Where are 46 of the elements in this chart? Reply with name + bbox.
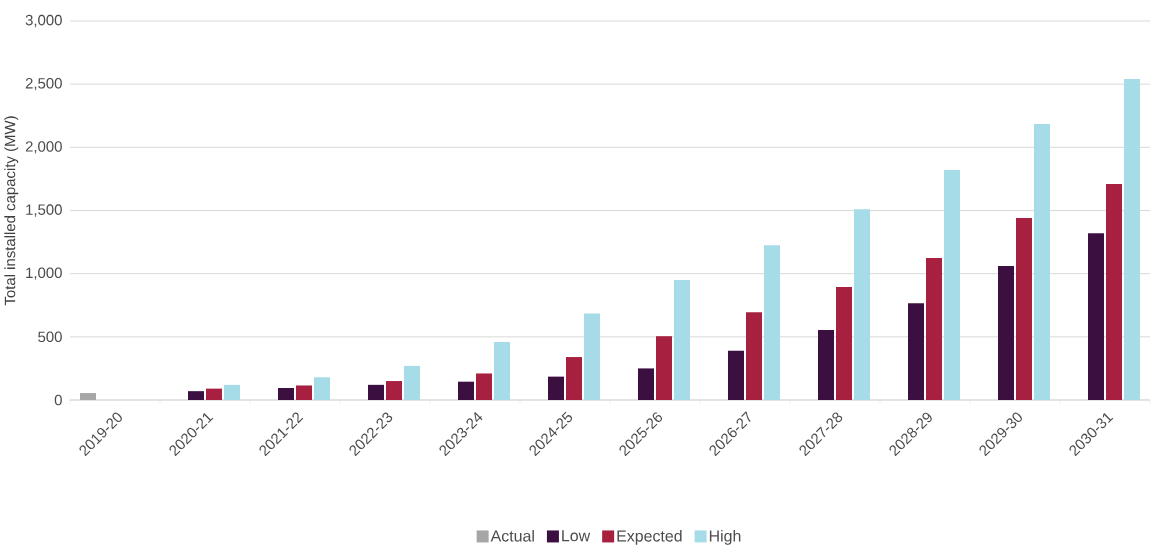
bar bbox=[206, 388, 222, 400]
bar bbox=[493, 341, 510, 400]
legend-label: High bbox=[709, 529, 741, 545]
y-tick-label: 1,500 bbox=[26, 204, 62, 217]
y-tick-label: 3,000 bbox=[25, 14, 62, 28]
bar bbox=[296, 385, 312, 400]
bar bbox=[458, 381, 474, 400]
bar bbox=[223, 384, 240, 400]
bar bbox=[313, 377, 330, 400]
bar bbox=[548, 376, 564, 400]
bar bbox=[998, 266, 1015, 400]
bar bbox=[656, 336, 672, 400]
bar bbox=[1016, 218, 1032, 400]
legend-label: Actual bbox=[490, 529, 534, 542]
bar bbox=[368, 384, 384, 400]
bar bbox=[278, 388, 294, 400]
y-tick-label: 500 bbox=[38, 331, 62, 343]
bar bbox=[1088, 233, 1105, 400]
bar bbox=[1106, 183, 1122, 400]
legend-label: Low bbox=[562, 530, 591, 542]
bar bbox=[1123, 79, 1140, 400]
y-tick-label: 0 bbox=[54, 394, 62, 406]
bar bbox=[836, 286, 852, 400]
bar bbox=[943, 170, 960, 400]
bar bbox=[763, 245, 780, 400]
bar bbox=[188, 391, 204, 400]
bar bbox=[818, 329, 835, 400]
bar bbox=[386, 381, 402, 400]
bar bbox=[403, 365, 420, 400]
bar bbox=[476, 373, 492, 400]
y-axis-title: Total installed capacity (MW) bbox=[4, 116, 19, 306]
bar bbox=[853, 209, 870, 400]
bar bbox=[80, 393, 97, 400]
bar bbox=[908, 303, 925, 400]
bar bbox=[638, 368, 654, 400]
y-tick-label: 2,500 bbox=[25, 77, 62, 91]
bar bbox=[926, 257, 942, 400]
y-tick-label: 1,000 bbox=[26, 267, 62, 280]
bar bbox=[746, 312, 762, 400]
legend-label: Expected bbox=[617, 529, 682, 545]
y-tick-label: 2,000 bbox=[25, 141, 62, 154]
bar bbox=[673, 279, 690, 400]
bar bbox=[566, 357, 582, 400]
bar bbox=[1033, 123, 1050, 400]
bar bbox=[583, 313, 600, 400]
bar bbox=[728, 350, 744, 400]
